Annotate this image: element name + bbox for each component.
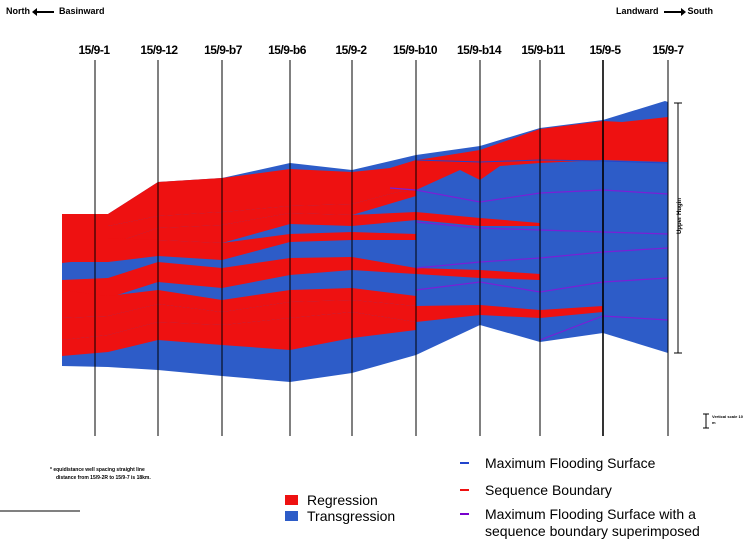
note-line-2: distance from 15/9-2R to 15/9-7 is 18km. xyxy=(56,475,151,481)
regression-band-7 xyxy=(62,288,416,318)
transgression-swatch xyxy=(285,511,298,521)
mfs-sb-line xyxy=(389,187,669,203)
regression-band-6 xyxy=(62,232,416,262)
legend-label: Maximum Flooding Surface with a xyxy=(485,506,696,522)
legend-item-transgression: Transgression xyxy=(285,508,395,524)
regression-band-2 xyxy=(62,190,416,245)
legend-item-mfs-sb-cont: sequence boundary superimposed xyxy=(460,523,700,539)
mfs-sb-symbol xyxy=(460,513,469,515)
note-line-1: * equidistance well spacing straight lin… xyxy=(50,467,145,473)
well-label: 15/9-b14 xyxy=(456,43,502,57)
well-label: 15/9-b10 xyxy=(392,43,438,57)
legend-label: Sequence Boundary xyxy=(485,482,612,498)
landward-label: Landward xyxy=(616,6,659,16)
south-label: South xyxy=(687,6,714,16)
legend-label: Maximum Flooding Surface xyxy=(485,455,656,471)
legend-label: Transgression xyxy=(307,508,396,524)
well-label: 15/9-b11 xyxy=(521,43,565,57)
arrow-left-icon xyxy=(31,7,54,16)
legend-item-mfs-sb: Maximum Flooding Surface with a xyxy=(460,505,700,523)
spacing-note: * equidistance well spacing straight lin… xyxy=(50,466,270,482)
sb-symbol xyxy=(460,489,469,491)
well-label: 15/9-b6 xyxy=(268,43,306,57)
legend-item-sb: Sequence Boundary xyxy=(460,481,700,499)
legend-label: sequence boundary superimposed xyxy=(485,523,700,539)
north-label: North xyxy=(6,6,30,16)
upper-hugin-bracket xyxy=(674,102,682,354)
regression-band-4 xyxy=(62,257,540,298)
landward-header: Landward South xyxy=(616,6,713,16)
well-lines xyxy=(94,60,669,436)
well-label: 15/9-7 xyxy=(652,43,684,57)
regression-band-top xyxy=(108,117,668,226)
well-label: 15/9-5 xyxy=(589,43,621,57)
regression-band-5 xyxy=(62,300,603,340)
regression-swatch xyxy=(285,495,298,505)
well-label: 15/9-1 xyxy=(78,43,110,57)
legend-item-regression: Regression xyxy=(285,492,395,508)
well-label: 15/9-2 xyxy=(335,43,367,57)
fill-legend: Regression Transgression xyxy=(285,492,395,524)
well-label: 15/9-b7 xyxy=(204,43,242,57)
basinward-label: Basinward xyxy=(59,6,105,16)
basinward-header: North Basinward xyxy=(6,6,105,16)
vertical-scale-bar xyxy=(703,413,709,429)
scale-label: Vertical scale 10 m xyxy=(712,414,743,425)
line-legend: Maximum Flooding Surface Sequence Bounda… xyxy=(460,454,700,539)
mfs-symbol xyxy=(460,462,469,464)
arrow-right-icon xyxy=(664,7,687,16)
legend-item-mfs: Maximum Flooding Surface xyxy=(460,454,700,472)
well-label: 15/9-12 xyxy=(140,43,178,57)
upper-hugin-label: Upper Hugin xyxy=(677,198,683,234)
regression-band-8 xyxy=(62,312,416,356)
legend-label: Regression xyxy=(307,492,378,508)
